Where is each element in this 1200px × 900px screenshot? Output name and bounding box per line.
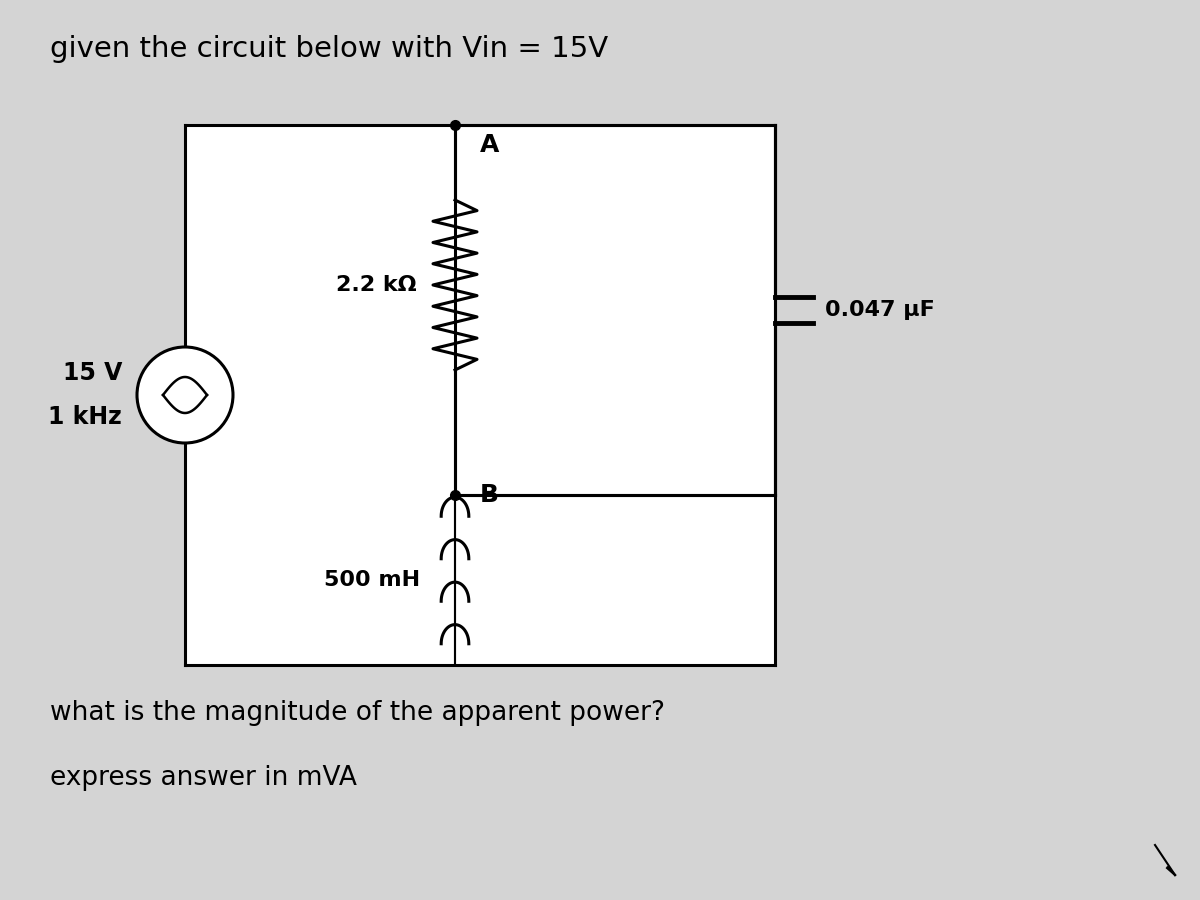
Text: A: A: [480, 133, 499, 157]
Text: 0.047 μF: 0.047 μF: [826, 300, 935, 320]
Text: B: B: [480, 483, 499, 507]
Text: 1 kHz: 1 kHz: [48, 405, 122, 429]
Bar: [455, 125, 775, 495]
Text: 2.2 kΩ: 2.2 kΩ: [336, 275, 418, 295]
Text: given the circuit below with Vin = 15V: given the circuit below with Vin = 15V: [50, 35, 608, 63]
Bar: [185, 125, 775, 665]
Circle shape: [137, 347, 233, 443]
Text: what is the magnitude of the apparent power?: what is the magnitude of the apparent po…: [50, 700, 665, 726]
Text: 15 V: 15 V: [62, 361, 122, 385]
Text: express answer in mVA: express answer in mVA: [50, 765, 356, 791]
Text: 500 mH: 500 mH: [324, 570, 420, 590]
